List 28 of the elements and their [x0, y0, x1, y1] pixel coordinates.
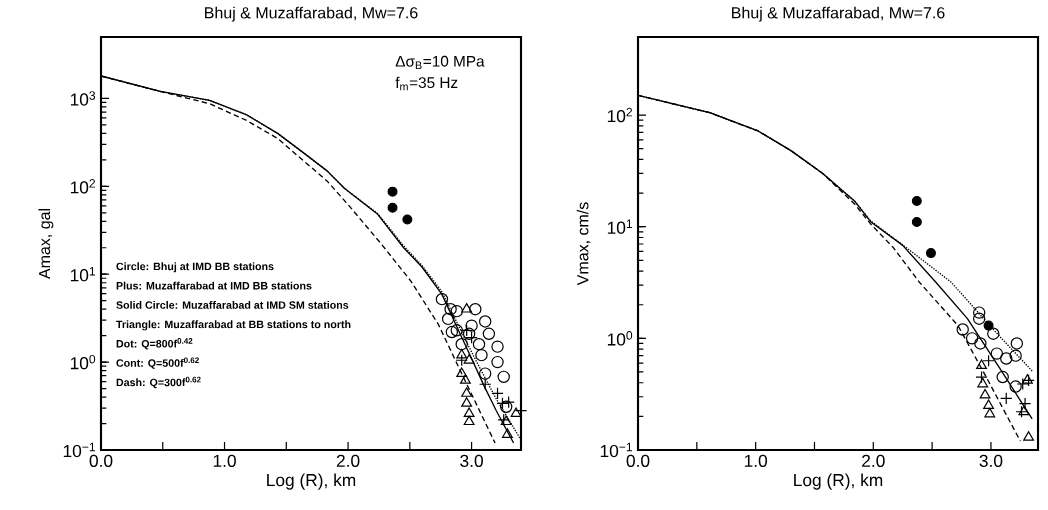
- chart-title: Bhuj & Muzaffarabad, Mw=7.6: [732, 6, 945, 22]
- x-tick-label: 2.0: [336, 454, 360, 467]
- x-tick-label: 3.0: [979, 454, 1003, 467]
- x-tick-label: 1.0: [744, 454, 768, 467]
- x-axis-title: Log (R), km: [794, 473, 883, 490]
- annotation: f$_{m}$=35 Hz: [395, 76, 458, 91]
- y-axis-title: Amax, gal: [38, 209, 54, 280]
- x-tick-label: 2.0: [862, 454, 885, 467]
- annotation: Dot: Q=800f$^{0.42}$: [116, 338, 193, 350]
- annotation: Triangle: Muzaffarabad at BB stations to north: [116, 320, 351, 331]
- y-axis-title: Vmax, cm/s: [576, 202, 591, 286]
- annotation: Δσ$_{B}$=10 MPa: [395, 55, 485, 69]
- annotation: Dash: Q=300f$^{0.62}$: [116, 376, 201, 389]
- y-tick-label: 10$^{0}$: [607, 331, 633, 346]
- annotation: Solid Circle: Muzaffarabad at IMD SM stations: [116, 301, 349, 309]
- annotation: Circle: Bhuj at IMD BB stations: [116, 262, 274, 273]
- x-tick-label: 3.0: [460, 454, 483, 467]
- y-tick-label: 10$^{1}$: [607, 219, 633, 234]
- y-tick-label: 10$^{1}$: [70, 267, 96, 282]
- x-axis-title: Log (R), km: [267, 473, 356, 490]
- y-tick-label: 10$^{0}$: [70, 354, 96, 370]
- x-tick-label: 1.0: [213, 454, 236, 467]
- annotation: Plus: Muzaffarabad at IMD BB stations: [116, 281, 312, 290]
- chart-title: Bhuj & Muzaffarabad, Mw=7.6: [205, 6, 418, 22]
- y-tick-label: 10$^{3}$: [70, 91, 96, 106]
- y-tick-label: 10$^{2}$: [70, 179, 95, 194]
- annotation: Cont: Q=500f$^{0.62}$: [116, 357, 199, 369]
- y-tick-label: 10$^{2}$: [607, 107, 633, 123]
